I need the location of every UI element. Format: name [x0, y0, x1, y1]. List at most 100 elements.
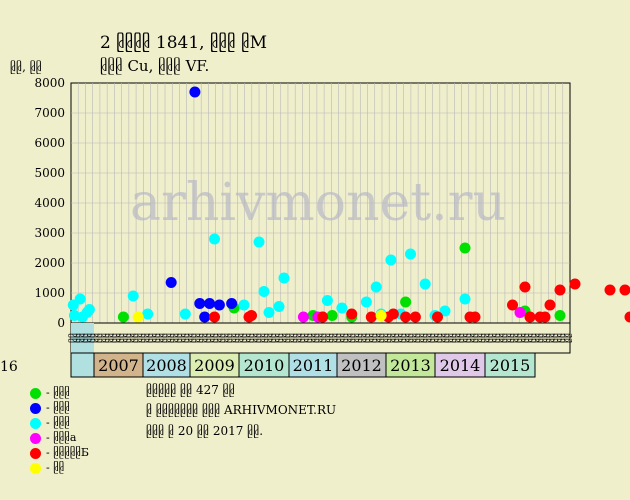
- data-point-vf: [317, 311, 329, 323]
- data-point-xf: [321, 295, 333, 306]
- data-point-unc: [204, 298, 216, 309]
- month-label: ᥪᥪ: [154, 333, 167, 343]
- legend-dot: [30, 387, 41, 399]
- data-point-xf: [360, 296, 372, 308]
- month-label: ᥪᥪ: [147, 333, 160, 343]
- month-label: ᥪᥪ: [97, 333, 110, 343]
- month-label: ᥪᥪ: [314, 333, 327, 343]
- data-point-vf: [519, 281, 531, 293]
- legend-dot: [30, 447, 41, 459]
- month-label: ᥪᥪ: [494, 333, 507, 343]
- month-label: ᥪᥪ: [191, 333, 204, 343]
- month-label: ᥪᥪ: [335, 333, 348, 343]
- legend-label: - ᥪᥪᥪa: [46, 431, 77, 444]
- year-cell: [484, 352, 536, 378]
- month-label: ᥪᥪ: [205, 333, 218, 343]
- data-point-unc: [194, 298, 206, 309]
- data-point-xf: [253, 236, 265, 248]
- data-point-xf: [142, 308, 154, 320]
- legend-entry: - ᥪᥪᥪ: [30, 416, 70, 430]
- y-tick-label: 6000: [34, 136, 65, 150]
- data-point-xf: [74, 293, 86, 305]
- data-point-xf: [273, 301, 285, 312]
- month-label: ᥪᥪ: [270, 333, 283, 343]
- data-point-xf: [336, 302, 348, 314]
- y-tick-label: 8000: [34, 76, 65, 90]
- data-point-vf: [209, 311, 220, 323]
- data-point-unc: [199, 311, 211, 323]
- month-label: ᥪᥪ: [509, 333, 522, 343]
- y-tick-label: 5000: [34, 166, 65, 180]
- data-point-unc: [165, 277, 177, 288]
- data-point-xf: [258, 286, 270, 297]
- data-point-xf: [179, 308, 191, 320]
- year-label: 2011: [293, 356, 334, 375]
- data-point-xf: [127, 290, 139, 302]
- info-line-3: ᥪᥪᥪ ᥪ 20 ᥪᥪ 2017 ᥪᥪ.: [146, 424, 264, 438]
- grid: [70, 82, 571, 324]
- y-axis-label: ᥪᥪ, ᥪᥪ: [10, 60, 42, 74]
- legend-entry: - ᥪᥪᥪᥪᥪБ: [30, 446, 89, 460]
- month-label: ᥪᥪ: [538, 333, 551, 343]
- legend-dot: [30, 462, 41, 474]
- month-label: ᥪᥪ: [523, 333, 536, 343]
- chart-title: 2 ᥪᥪᥪᥪ 1841, ᥪᥪᥪ ᥪM: [100, 33, 268, 53]
- y-tick-label: 3000: [34, 226, 65, 240]
- data-point-xf: [385, 254, 397, 266]
- data-point-unc: [226, 298, 238, 309]
- data-point-f: [514, 307, 526, 318]
- month-label: ᥪᥪ: [75, 333, 88, 343]
- month-label: ᥪᥪ: [68, 333, 81, 343]
- data-point-vf: [246, 310, 257, 321]
- month-label: ᥪᥪ: [350, 333, 363, 343]
- month-label: ᥪᥪ: [444, 333, 457, 343]
- data-point-vf: [400, 311, 412, 323]
- year-label: 2008: [146, 356, 187, 375]
- month-label: ᥪᥪ: [552, 333, 565, 343]
- month-label: ᥪᥪ: [263, 333, 276, 343]
- data-point-xf: [459, 293, 471, 305]
- month-label: ᥪᥪ: [111, 333, 124, 343]
- month-label: ᥪᥪ: [118, 333, 131, 343]
- legend-entry: - ᥪᥪᥪa: [30, 431, 76, 445]
- month-label: ᥪᥪ: [480, 333, 493, 343]
- data-point-xf: [405, 248, 416, 260]
- data-point-xf: [83, 304, 95, 315]
- data-point-xf: [439, 305, 451, 317]
- month-label: ᥪᥪ: [104, 333, 117, 343]
- data-point-vf: [409, 311, 421, 323]
- month-label: ᥪᥪ: [371, 333, 384, 343]
- legend-label: - ᥪᥪᥪ: [46, 416, 70, 429]
- legend-label: - ᥪᥪᥪ: [46, 386, 70, 399]
- legend-dot: [30, 417, 41, 429]
- data-point-g: [132, 311, 144, 323]
- data-point-vf: [544, 299, 556, 311]
- info-line-2: ᥪ ᥪᥪᥪᥪᥪᥪᥪ ᥪᥪᥪ ARHIVMONET.RU: [146, 403, 337, 417]
- month-row-lead: [71, 323, 94, 353]
- data-point-unc: [189, 86, 201, 98]
- month-label: ᥪᥪ: [465, 333, 478, 343]
- month-label: ᥪᥪ: [292, 333, 305, 343]
- year-label: 2007: [98, 356, 139, 375]
- month-labels: ᥪᥪᥪᥪᥪᥪᥪᥪᥪᥪᥪᥪᥪᥪᥪᥪᥪᥪᥪᥪᥪᥪᥪᥪᥪᥪᥪᥪᥪᥪᥪᥪᥪᥪᥪᥪᥪᥪᥪᥪ…: [68, 322, 572, 354]
- month-label: ᥪᥪ: [306, 333, 319, 343]
- month-label: ᥪᥪ: [393, 333, 406, 343]
- month-label: ᥪᥪ: [400, 333, 413, 343]
- data-point-xf: [419, 278, 431, 290]
- month-label: ᥪᥪ: [545, 333, 558, 343]
- year-cell-lead: [70, 352, 95, 378]
- month-label: ᥪᥪ: [386, 333, 399, 343]
- month-label: ᥪᥪ: [140, 333, 153, 343]
- month-label: ᥪᥪ: [415, 333, 428, 343]
- year-cell: [238, 352, 290, 378]
- month-label: ᥪᥪ: [162, 333, 175, 343]
- month-label: ᥪᥪ: [198, 333, 211, 343]
- year-cell: [288, 352, 338, 378]
- month-label: ᥪᥪ: [473, 333, 486, 343]
- data-point-aunc: [400, 296, 412, 308]
- data-point-unc: [213, 299, 225, 311]
- data-point-xf: [238, 299, 250, 311]
- data-point-vf: [604, 284, 616, 296]
- data-point-vf: [432, 311, 443, 323]
